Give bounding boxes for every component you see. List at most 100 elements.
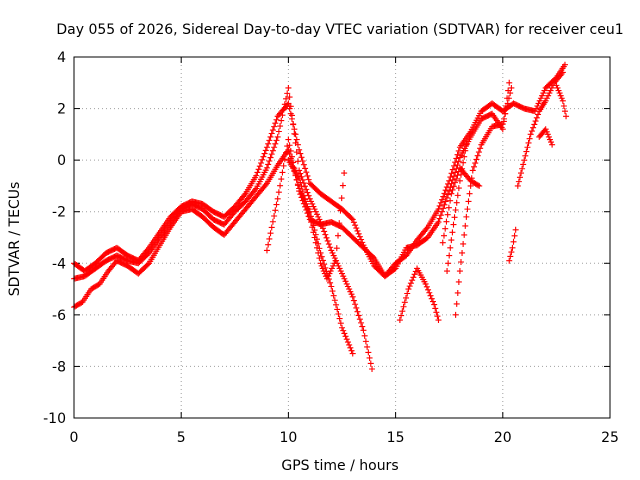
data-point [452,179,459,186]
data-point [456,177,463,184]
data-point [540,90,547,97]
data-point [241,192,248,199]
data-point [338,195,345,202]
data-point [396,317,403,324]
data-point [521,157,528,164]
data-point [330,252,337,259]
data-point [309,200,316,207]
data-point [284,90,291,97]
data-point [354,227,361,234]
x-tick-label: 0 [70,430,79,446]
x-tick-label: 20 [494,430,512,446]
data-point [367,360,374,367]
data-point [268,224,275,231]
data-point [313,244,320,251]
data-point [365,349,372,356]
data-point [286,142,293,149]
data-point [347,344,354,351]
data-point [463,141,470,148]
data-point [312,239,319,246]
data-point [325,241,332,248]
x-axis-label: GPS time / hours [281,458,398,474]
data-point [429,298,436,305]
data-point [330,292,337,299]
data-point [436,215,443,222]
data-point [340,327,347,334]
data-point [316,255,323,262]
series-arc-8 [444,141,470,275]
data-point [318,262,325,269]
data-point [440,232,447,239]
data-point [448,190,455,197]
data-point [474,152,481,159]
data-point [352,301,359,308]
data-point [543,95,550,102]
data-point [449,229,456,236]
data-point [515,178,522,185]
y-tick-label: -4 [52,256,66,272]
data-point [268,130,275,137]
data-point [453,300,460,307]
data-point [556,90,563,97]
data-point [455,185,462,192]
data-point [327,279,334,286]
data-point [308,219,315,226]
data-point [364,343,371,350]
data-point [287,147,294,154]
data-point [268,151,275,158]
data-point [445,191,452,198]
data-point [467,182,474,189]
data-point [509,244,516,251]
data-point [303,169,310,176]
data-point [440,205,447,212]
data-point [520,161,527,168]
data-point [326,270,333,277]
data-point [334,306,341,313]
data-point [328,283,335,290]
data-point [535,111,542,118]
data-point [269,218,276,225]
data-point [329,249,336,256]
data-point [437,199,444,206]
data-point [144,246,151,253]
data-point [271,144,278,151]
data-point [460,240,467,247]
data-point [273,137,280,144]
data-point [272,120,279,127]
data-point [349,293,356,300]
data-point [506,79,513,86]
data-point [410,274,417,281]
data-point [502,110,509,117]
data-point [341,330,348,337]
data-point [278,117,285,124]
data-point [337,320,344,327]
data-point [511,232,518,239]
data-point [262,181,269,188]
data-point [335,310,342,317]
data-point [523,148,530,155]
data-point [554,84,561,91]
data-point [555,87,562,94]
data-point [469,167,476,174]
data-point [349,350,356,357]
data-point [350,297,357,304]
data-point [506,257,513,264]
data-point [325,273,332,280]
series-arc-6 [396,265,442,324]
data-point [304,172,311,179]
data-point [297,179,304,186]
data-point [300,180,307,187]
data-point [306,213,313,220]
data-point [349,216,356,223]
data-point [441,190,448,197]
data-point [560,102,567,109]
y-tick-label: 0 [57,153,66,169]
data-point [369,366,376,373]
data-point [265,140,272,147]
data-point [336,265,343,272]
data-point [534,102,541,109]
data-point [293,136,300,143]
data-point [330,262,337,269]
data-point [266,235,273,242]
